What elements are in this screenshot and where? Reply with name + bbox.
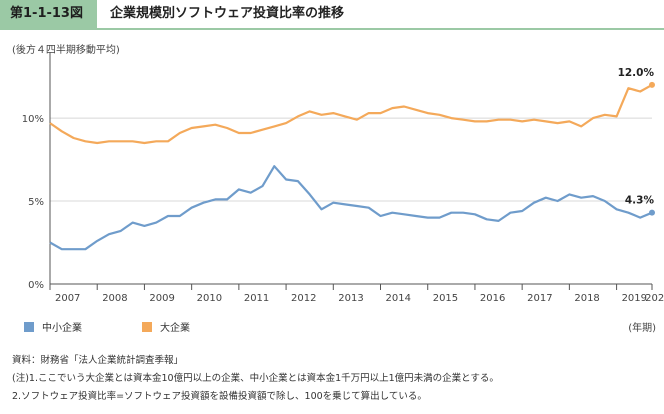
x-tick-label: 2011 — [244, 293, 269, 304]
x-unit-label: (年期) — [628, 323, 656, 334]
legend-label-sme: 中小企業 — [42, 323, 82, 334]
legend-item-large: 大企業 — [142, 319, 190, 334]
series-line-sme — [49, 165, 653, 251]
series-line-large — [49, 83, 653, 145]
x-tick-label: 2014 — [385, 293, 410, 304]
x-tick-label: 2012 — [291, 293, 316, 304]
y-tick-label: 5% — [28, 197, 44, 208]
x-tick-label: 2018 — [574, 293, 599, 304]
x-tick-label: 2016 — [480, 293, 505, 304]
y-tick-label: 10% — [22, 114, 44, 125]
legend-label-large: 大企業 — [160, 323, 190, 334]
source-line: 資料：財務省「法人企業統計調査季報」 — [12, 355, 184, 366]
x-tick-label: 2019 — [622, 293, 647, 304]
x-tick-label: 2020 — [645, 293, 664, 304]
note-line-2: 2.ソフトウェア投資比率=ソフトウェア投資額を設備投資額で除し、100を乗じて算… — [12, 391, 427, 402]
end-value-label: 12.0% — [618, 67, 655, 79]
y-tick-label: 0% — [28, 280, 44, 291]
x-tick-label: 2008 — [102, 293, 127, 304]
x-tick-label: 2007 — [55, 293, 80, 304]
x-tick-label: 2010 — [197, 293, 222, 304]
end-value-label: 4.3% — [625, 195, 655, 207]
header-rule — [0, 28, 664, 30]
x-tick-label: 2013 — [338, 293, 363, 304]
note-line-1: (注)1.ここでいう大企業とは資本金10億円以上の企業、中小企業とは資本金1千万… — [12, 373, 499, 384]
x-tick-label: 2015 — [433, 293, 458, 304]
legend-item-sme: 中小企業 — [24, 319, 82, 334]
x-tick-label: 2009 — [149, 293, 174, 304]
line-chart: 0% 5% 10% 2007 2008 2009 2010 2011 2012 2013 2014 2… — [22, 52, 664, 304]
y-unit-note: (後方４四半期移動平均) — [12, 45, 120, 56]
source-notes: 資料：財務省「法人企業統計調査季報」 (注)1.ここでいう大企業とは資本金10億… — [12, 352, 499, 406]
legend-swatch-sme — [24, 322, 34, 332]
x-tick-label: 2017 — [527, 293, 552, 304]
figure-title: 企業規模別ソフトウェア投資比率の推移 — [110, 6, 345, 21]
series-end-point — [649, 81, 655, 88]
figure-header: 第1-1-13図 企業規模別ソフトウェア投資比率の推移 — [0, 0, 664, 30]
figure-number: 第1-1-13図 — [0, 0, 97, 28]
series-end-point — [649, 209, 655, 216]
legend-swatch-large — [142, 322, 152, 332]
